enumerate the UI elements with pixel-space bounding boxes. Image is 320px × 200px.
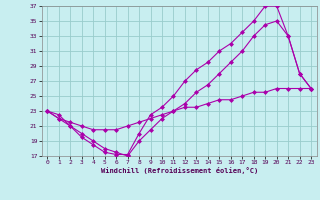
X-axis label: Windchill (Refroidissement éolien,°C): Windchill (Refroidissement éolien,°C): [100, 167, 258, 174]
